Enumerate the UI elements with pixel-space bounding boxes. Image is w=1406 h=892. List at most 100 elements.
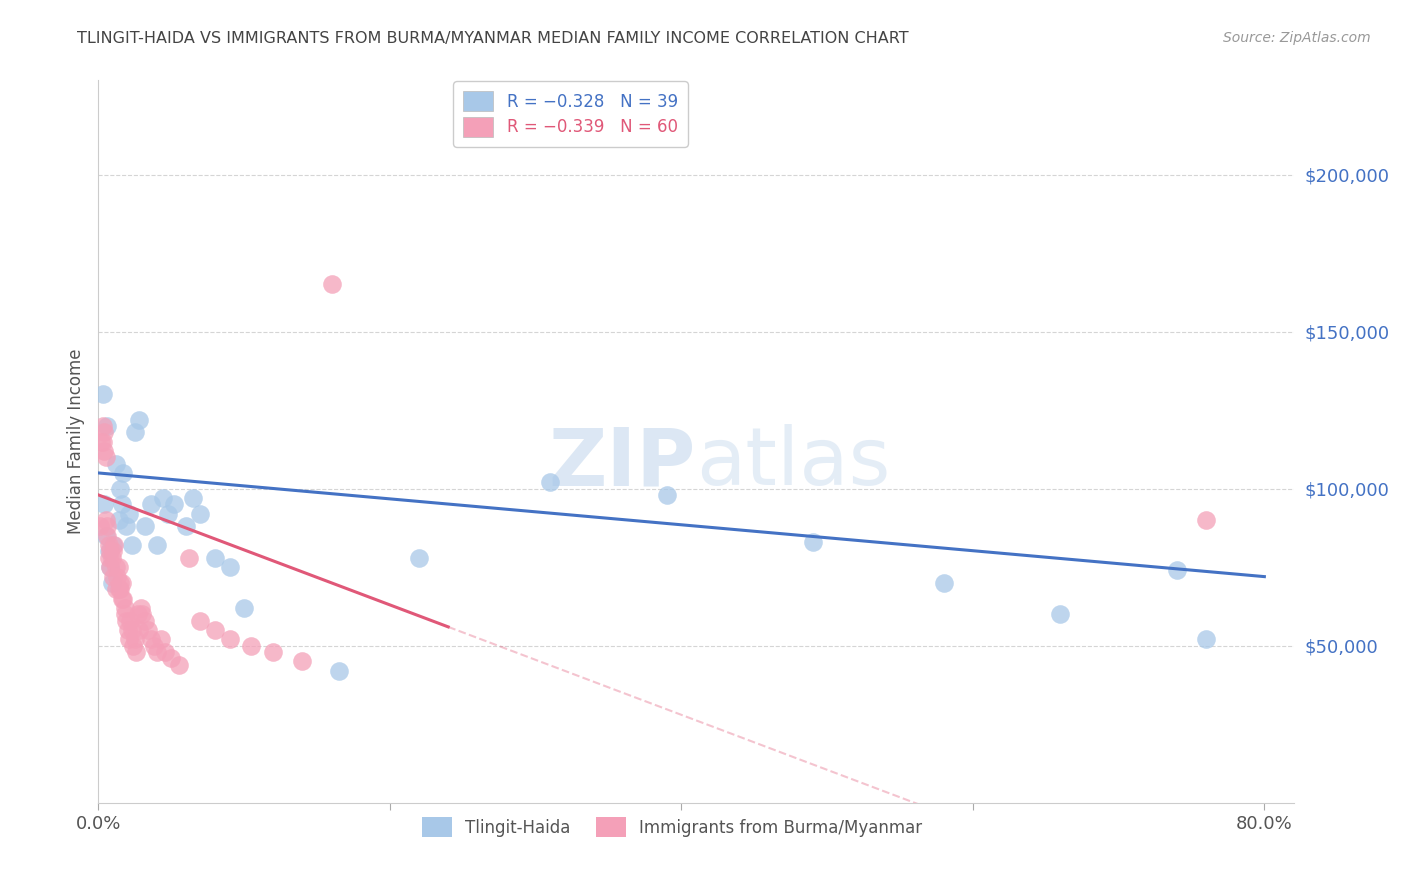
- Point: [108, 560, 131, 574]
- Point: [121, 623, 143, 637]
- Point: [111, 497, 134, 511]
- Point: [128, 623, 150, 637]
- Point: [167, 657, 190, 672]
- Point: [94, 513, 117, 527]
- Point: [124, 632, 146, 647]
- Text: TLINGIT-HAIDA VS IMMIGRANTS FROM BURMA/MYANMAR MEDIAN FAMILY INCOME CORRELATION : TLINGIT-HAIDA VS IMMIGRANTS FROM BURMA/M…: [77, 31, 908, 46]
- Point: [118, 632, 141, 647]
- Point: [240, 639, 263, 653]
- Point: [101, 569, 124, 583]
- Point: [157, 507, 180, 521]
- Point: [408, 550, 430, 565]
- Point: [142, 639, 165, 653]
- Point: [98, 560, 121, 574]
- Point: [160, 651, 183, 665]
- Point: [101, 544, 124, 558]
- Point: [105, 569, 128, 583]
- Point: [204, 623, 226, 637]
- Point: [120, 614, 142, 628]
- Point: [97, 550, 120, 565]
- Point: [90, 434, 112, 449]
- Point: [139, 497, 162, 511]
- Point: [145, 645, 167, 659]
- Point: [218, 632, 240, 647]
- Point: [152, 491, 174, 505]
- Point: [204, 550, 226, 565]
- Point: [190, 507, 212, 521]
- Point: [150, 632, 173, 647]
- Point: [91, 387, 114, 401]
- Point: [145, 538, 167, 552]
- Point: [91, 434, 114, 449]
- Point: [190, 614, 212, 628]
- Point: [112, 466, 135, 480]
- Text: atlas: atlas: [696, 425, 890, 502]
- Point: [129, 601, 152, 615]
- Point: [96, 519, 118, 533]
- Point: [932, 575, 955, 590]
- Point: [131, 607, 153, 622]
- Point: [233, 601, 256, 615]
- Point: [538, 475, 561, 490]
- Point: [1166, 563, 1188, 577]
- Point: [110, 582, 132, 597]
- Point: [1195, 632, 1218, 647]
- Point: [93, 497, 115, 511]
- Point: [174, 519, 197, 533]
- Point: [94, 450, 117, 465]
- Legend: Tlingit-Haida, Immigrants from Burma/Myanmar: Tlingit-Haida, Immigrants from Burma/Mya…: [413, 809, 931, 845]
- Point: [177, 550, 200, 565]
- Point: [218, 560, 240, 574]
- Point: [121, 538, 143, 552]
- Point: [91, 418, 114, 433]
- Point: [100, 550, 122, 565]
- Point: [96, 418, 118, 433]
- Point: [321, 277, 343, 292]
- Point: [103, 538, 125, 552]
- Point: [328, 664, 350, 678]
- Point: [96, 529, 118, 543]
- Point: [110, 482, 132, 496]
- Point: [128, 412, 150, 426]
- Point: [139, 632, 162, 647]
- Point: [114, 601, 136, 615]
- Point: [104, 560, 127, 574]
- Point: [181, 491, 204, 505]
- Point: [124, 425, 146, 439]
- Point: [136, 623, 159, 637]
- Point: [112, 591, 135, 606]
- Point: [1049, 607, 1071, 622]
- Point: [97, 538, 120, 552]
- Point: [101, 538, 124, 552]
- Point: [115, 614, 138, 628]
- Point: [100, 575, 122, 590]
- Point: [134, 614, 156, 628]
- Point: [108, 582, 131, 597]
- Point: [89, 519, 111, 533]
- Point: [127, 607, 149, 622]
- Point: [1195, 513, 1218, 527]
- Point: [125, 645, 148, 659]
- Point: [108, 513, 131, 527]
- Point: [98, 544, 121, 558]
- Point: [93, 444, 115, 458]
- Point: [115, 519, 138, 533]
- Point: [111, 575, 134, 590]
- Point: [262, 645, 284, 659]
- Point: [104, 457, 127, 471]
- Y-axis label: Median Family Income: Median Family Income: [66, 349, 84, 534]
- Point: [291, 655, 314, 669]
- Point: [655, 488, 678, 502]
- Point: [111, 591, 134, 606]
- Point: [98, 560, 121, 574]
- Point: [122, 639, 145, 653]
- Point: [104, 582, 127, 597]
- Point: [110, 575, 132, 590]
- Point: [118, 507, 141, 521]
- Point: [801, 535, 824, 549]
- Point: [93, 425, 115, 439]
- Text: Source: ZipAtlas.com: Source: ZipAtlas.com: [1223, 31, 1371, 45]
- Point: [163, 497, 186, 511]
- Point: [94, 529, 117, 543]
- Point: [114, 607, 136, 622]
